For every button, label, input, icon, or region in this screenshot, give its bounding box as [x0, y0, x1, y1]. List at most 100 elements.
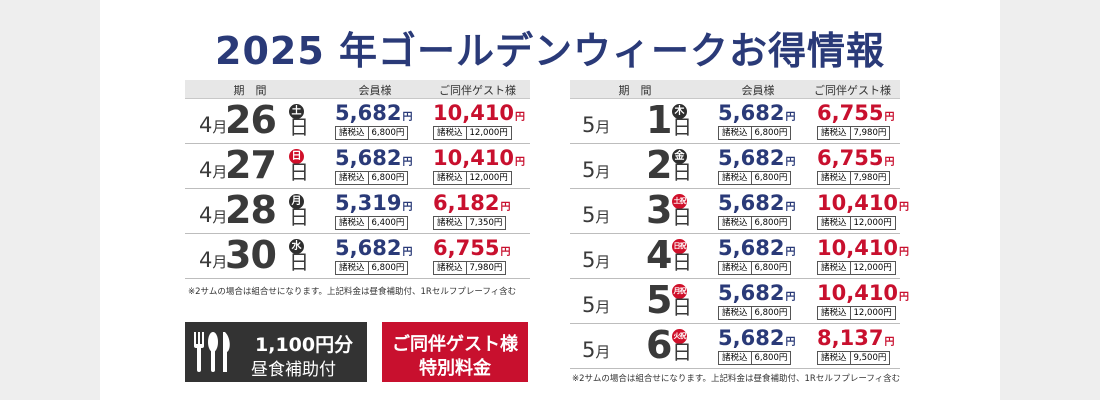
yen-suffix: 円: [884, 112, 895, 123]
guest-price-value: 10,410: [433, 146, 515, 170]
member-price: 5,682円: [718, 101, 795, 125]
table-row: 5月 5 月祝日 5,682円 諸税込 6,800円 10,410円 諸税込 12,000円: [570, 278, 909, 324]
weekday-badge: 月: [289, 194, 304, 209]
member-total-box: 諸税込 6,800円: [335, 261, 409, 275]
day-suffix: 日: [289, 250, 309, 274]
lunch-amount: 1,100円分: [255, 334, 354, 356]
yen-suffix: 円: [785, 337, 796, 348]
table-row: 5月 3 土祝日 5,682円 諸税込 6,800円 10,410円 諸税込 12,000円: [570, 188, 909, 234]
month-suffix: 月: [595, 118, 611, 136]
guest-total-value: 12,000円: [469, 128, 508, 138]
member-price-value: 5,682: [718, 191, 785, 215]
guest-price-value: 10,410: [433, 101, 515, 125]
tax-included-label: 諸税込: [818, 172, 851, 184]
day-suffix: 日: [672, 340, 692, 364]
guest-special-line2: 特別料金: [419, 358, 491, 379]
guest-total-box: 諸税込 12,000円: [817, 306, 896, 320]
yen-suffix: 円: [515, 112, 526, 123]
month-number: 4: [199, 203, 213, 227]
day-suffix: 日: [289, 115, 309, 139]
month-suffix: 月: [595, 163, 611, 181]
date-month: 5月: [582, 248, 610, 272]
member-price-value: 5,682: [335, 236, 402, 260]
lunch-label: 昼食補助付: [251, 360, 336, 380]
guest-total-value: 12,000円: [853, 218, 892, 228]
member-total-value: 6,800円: [371, 263, 405, 273]
guest-price-value: 8,137: [817, 326, 884, 350]
guest-total-box: 諸税込 7,350円: [433, 216, 507, 230]
day-suffix: 日: [289, 205, 309, 229]
yen-suffix: 円: [899, 292, 910, 303]
header-guest: ご同伴ゲスト様: [439, 84, 516, 97]
header-member: 会員様: [358, 84, 392, 97]
member-price-value: 5,682: [335, 101, 402, 125]
month-number: 5: [582, 203, 596, 227]
date-month: 4月: [199, 248, 227, 272]
guest-total-value: 12,000円: [469, 173, 508, 183]
member-price-value: 5,682: [335, 146, 402, 170]
weekday-badge: 金: [672, 149, 687, 164]
guest-price: 6,182円: [433, 191, 510, 215]
yen-suffix: 円: [402, 112, 413, 123]
date-month: 4月: [199, 158, 227, 182]
tax-included-label: 諸税込: [336, 172, 369, 184]
day-suffix: 日: [289, 160, 309, 184]
date-day: 30: [225, 233, 277, 277]
date-cell: 5月 2 金日: [570, 143, 710, 188]
yen-suffix: 円: [785, 202, 796, 213]
guest-total-value: 7,980円: [469, 263, 503, 273]
day-suffix: 日: [672, 205, 692, 229]
yen-suffix: 円: [500, 202, 511, 213]
month-number: 5: [582, 113, 596, 137]
header-period: 期 間: [233, 84, 267, 97]
table-header: 期 間 会員様 ご同伴ゲスト様: [185, 80, 530, 99]
member-price: 5,682円: [335, 236, 412, 260]
member-price: 5,682円: [718, 191, 795, 215]
date-cell: 5月 3 土祝日: [570, 188, 710, 233]
date-cell: 5月 6 火祝日: [570, 323, 710, 368]
member-price: 5,682円: [335, 146, 412, 170]
yen-suffix: 円: [785, 247, 796, 258]
yen-suffix: 円: [402, 202, 413, 213]
member-price-value: 5,682: [718, 326, 785, 350]
tax-included-label: 諸税込: [434, 127, 467, 139]
guest-price: 10,410円: [817, 281, 909, 305]
date-cell: 4月 30 水日: [185, 233, 325, 278]
member-total-box: 諸税込 6,800円: [718, 216, 792, 230]
guest-total-value: 12,000円: [853, 308, 892, 318]
cutlery-icon: [189, 328, 237, 376]
date-day: 1: [646, 98, 672, 142]
month-suffix: 月: [595, 208, 611, 226]
guest-price-value: 6,755: [817, 101, 884, 125]
yen-suffix: 円: [402, 157, 413, 168]
date-day: 26: [225, 98, 277, 142]
tax-included-label: 諸税込: [818, 352, 851, 364]
month-number: 4: [199, 113, 213, 137]
guest-total-box: 諸税込 12,000円: [433, 171, 512, 185]
date-cell: 5月 1 木日: [570, 98, 710, 143]
guest-total-value: 9,500円: [853, 353, 887, 363]
date-month: 5月: [582, 338, 610, 362]
member-total-value: 6,800円: [754, 353, 788, 363]
yen-suffix: 円: [899, 247, 910, 258]
member-total-value: 6,800円: [371, 173, 405, 183]
yen-suffix: 円: [500, 247, 511, 258]
table-row: 4月 27 日日 5,682円 諸税込 6,800円 10,410円 諸税込 12,000円: [185, 143, 530, 189]
table-row: 5月 2 金日 5,682円 諸税込 6,800円 6,755円 諸税込 7,980円: [570, 143, 900, 189]
date-month: 5月: [582, 113, 610, 137]
table-row: 4月 26 土日 5,682円 諸税込 6,800円 10,410円 諸税込 12,000円: [185, 98, 530, 144]
yen-suffix: 円: [785, 292, 796, 303]
yen-suffix: 円: [884, 337, 895, 348]
table-row: 5月 4 日祝日 5,682円 諸税込 6,800円 10,410円 諸税込 12,000円: [570, 233, 909, 279]
tax-included-label: 諸税込: [719, 217, 752, 229]
header-guest: ご同伴ゲスト様: [814, 84, 891, 97]
guest-price: 10,410円: [433, 101, 525, 125]
month-suffix: 月: [595, 253, 611, 271]
month-suffix: 月: [212, 208, 228, 226]
month-number: 4: [199, 158, 213, 182]
member-total-value: 6,800円: [754, 173, 788, 183]
date-cell: 5月 5 月祝日: [570, 278, 710, 323]
guest-total-value: 7,350円: [469, 218, 503, 228]
guest-price-value: 6,182: [433, 191, 500, 215]
guest-total-box: 諸税込 7,980円: [817, 171, 891, 185]
